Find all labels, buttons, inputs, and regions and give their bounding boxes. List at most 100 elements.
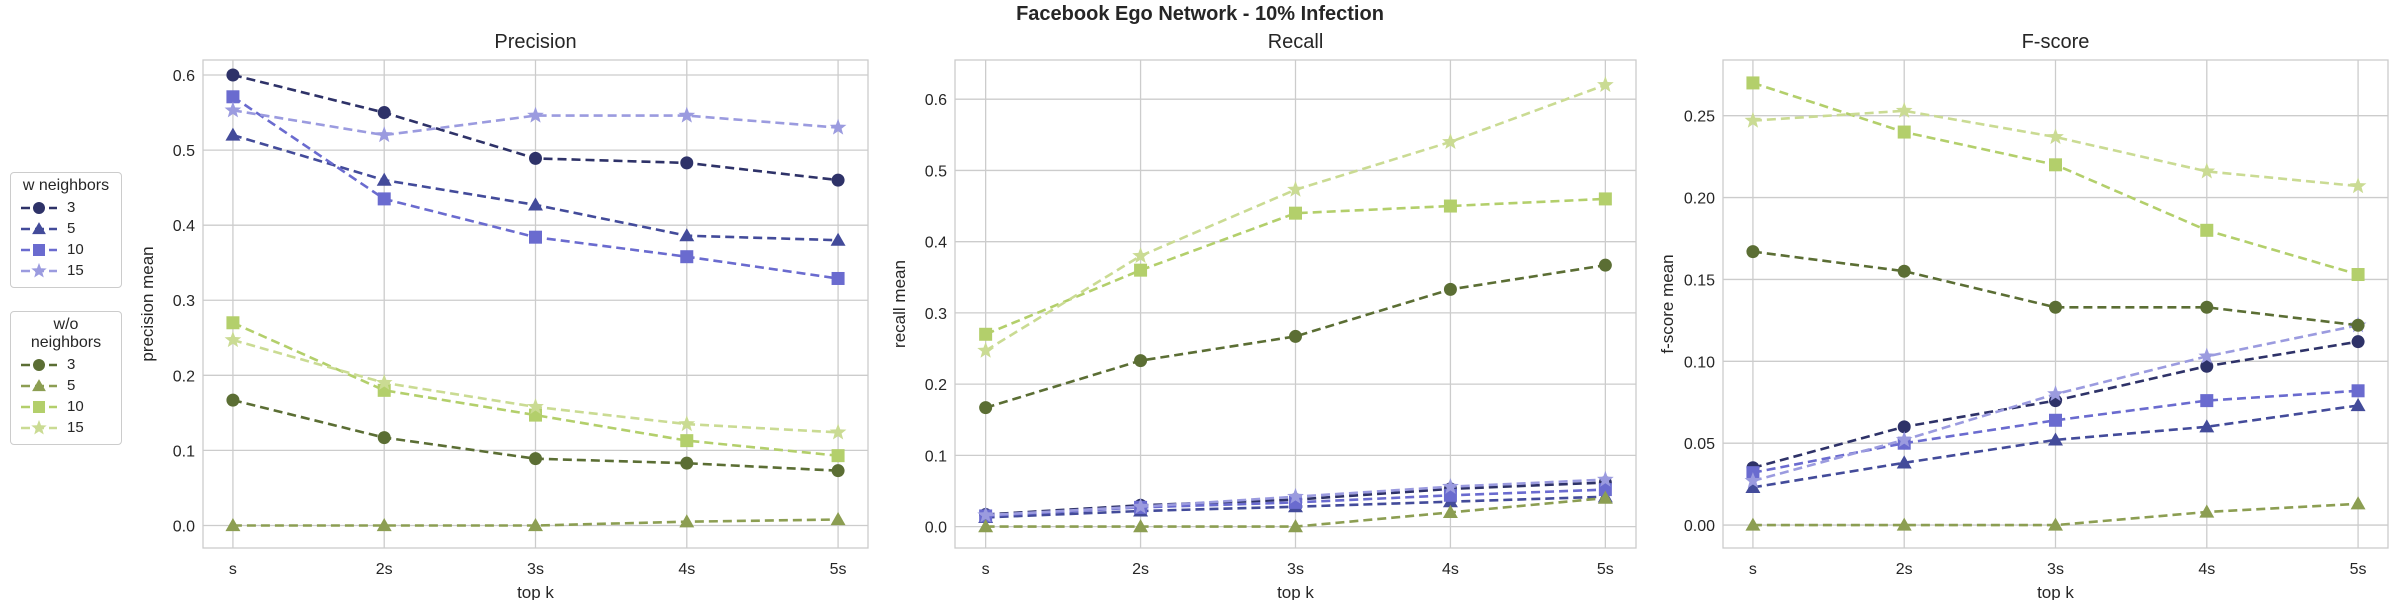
y-tick-label: 0.00 — [1684, 518, 1715, 535]
point-marker — [1895, 101, 1913, 118]
point-marker — [830, 232, 846, 246]
y-tick-label: 0.3 — [925, 306, 947, 323]
point-marker — [1896, 517, 1912, 531]
point-marker — [2048, 517, 2063, 531]
series-line — [232, 109, 839, 137]
point-marker — [32, 221, 46, 234]
point-marker — [2049, 158, 2062, 172]
point-marker — [529, 452, 542, 466]
point-marker — [1134, 263, 1148, 277]
legend-label: 10 — [67, 241, 84, 258]
chart-title: Precision — [494, 31, 576, 53]
series-line — [232, 321, 839, 457]
point-marker — [2350, 398, 2366, 412]
point-marker — [528, 518, 543, 532]
figure-title: Facebook Ego Network - 10% Infection — [1016, 3, 1384, 25]
point-marker — [225, 518, 241, 532]
point-marker — [2049, 300, 2062, 314]
point-marker — [1598, 192, 1612, 206]
point-marker — [831, 271, 845, 285]
point-marker — [829, 118, 847, 135]
legend-title: w/o neighbors — [30, 316, 102, 351]
point-marker — [527, 398, 544, 414]
plot-frame — [202, 59, 869, 549]
point-marker — [376, 172, 392, 186]
x-tick-label: 5s — [830, 561, 847, 578]
legend-swatch-icon — [21, 243, 57, 256]
x-axis-label: top k — [2037, 583, 2074, 600]
x-tick-label: 3s — [527, 561, 544, 578]
y-tick-label: 0.6 — [925, 92, 947, 109]
legend-label: 5 — [67, 220, 76, 237]
series-w-neighbors-15 — [224, 101, 847, 143]
point-marker — [2349, 177, 2367, 194]
y-tick-label: 0.0 — [173, 518, 195, 535]
legend-label: 5 — [67, 377, 76, 394]
chart-panel-f-score: 0.00 0.05 0.10 0.15 0.20 0.25 s 2s 3s 4s 5s F-score… — [1658, 31, 2389, 600]
point-marker — [1442, 133, 1459, 150]
point-marker — [978, 519, 994, 533]
series-wo-neighbors-10 — [226, 316, 845, 463]
y-tick-label: 0.3 — [173, 293, 195, 310]
point-marker — [377, 192, 391, 206]
legend-swatch-icon — [21, 221, 57, 234]
point-marker — [377, 431, 391, 445]
point-marker — [1289, 329, 1302, 343]
x-tick-label: s — [982, 561, 990, 578]
y-tick-label: 0.20 — [1684, 191, 1715, 208]
series-line — [1752, 109, 2359, 188]
point-marker — [529, 151, 542, 165]
point-marker — [1133, 519, 1149, 533]
point-marker — [33, 400, 45, 413]
point-marker — [831, 449, 845, 463]
y-axis-label: f-score mean — [1658, 254, 1677, 353]
point-marker — [1287, 487, 1304, 504]
point-marker — [979, 327, 993, 341]
y-tick-label: 0.25 — [1684, 109, 1715, 126]
legend-wo-neighbors: w/o neighbors 3 5 10 15 — [10, 311, 122, 445]
y-tick-label: 0.4 — [173, 218, 195, 235]
point-marker — [1744, 111, 1762, 128]
point-marker — [226, 90, 240, 104]
chart-title: Recall — [1268, 31, 1324, 53]
point-marker — [2199, 419, 2215, 433]
point-marker — [979, 401, 993, 415]
point-marker — [1896, 455, 1912, 469]
series-line — [1752, 404, 2359, 489]
series-wo-neighbors-10 — [1746, 76, 2365, 282]
point-marker — [527, 106, 544, 123]
point-marker — [2350, 496, 2366, 510]
x-tick-label: 4s — [1442, 561, 1459, 578]
point-marker — [1897, 125, 1911, 139]
point-marker — [1598, 483, 1612, 497]
point-marker — [2198, 162, 2216, 179]
point-marker — [1746, 245, 1760, 259]
y-tick-label: 0.5 — [173, 143, 195, 160]
legend-label: 15 — [67, 419, 84, 436]
x-tick-label: 4s — [678, 561, 695, 578]
legend-label: 3 — [67, 356, 76, 373]
point-marker — [528, 197, 543, 211]
plot-frame — [954, 59, 1637, 549]
y-tick-label: 0.1 — [173, 443, 195, 460]
point-marker — [2200, 394, 2214, 408]
legend-entry: 5 — [19, 375, 113, 396]
point-marker — [680, 250, 694, 264]
point-marker — [375, 126, 393, 143]
point-marker — [1895, 431, 1913, 448]
point-marker — [679, 228, 695, 242]
y-tick-label: 0.10 — [1684, 354, 1715, 371]
legend-entry: 15 — [19, 417, 113, 438]
point-marker — [831, 173, 845, 187]
point-marker — [2200, 359, 2214, 373]
legend-entry: 5 — [19, 218, 113, 239]
x-tick-label: s — [229, 561, 237, 578]
point-marker — [977, 341, 994, 358]
series-w-neighbors-5 — [225, 127, 846, 246]
y-tick-label: 0.2 — [925, 377, 947, 394]
point-marker — [1134, 354, 1148, 368]
point-marker — [224, 331, 242, 348]
legend-swatch-icon — [21, 378, 57, 391]
point-marker — [1597, 490, 1613, 504]
